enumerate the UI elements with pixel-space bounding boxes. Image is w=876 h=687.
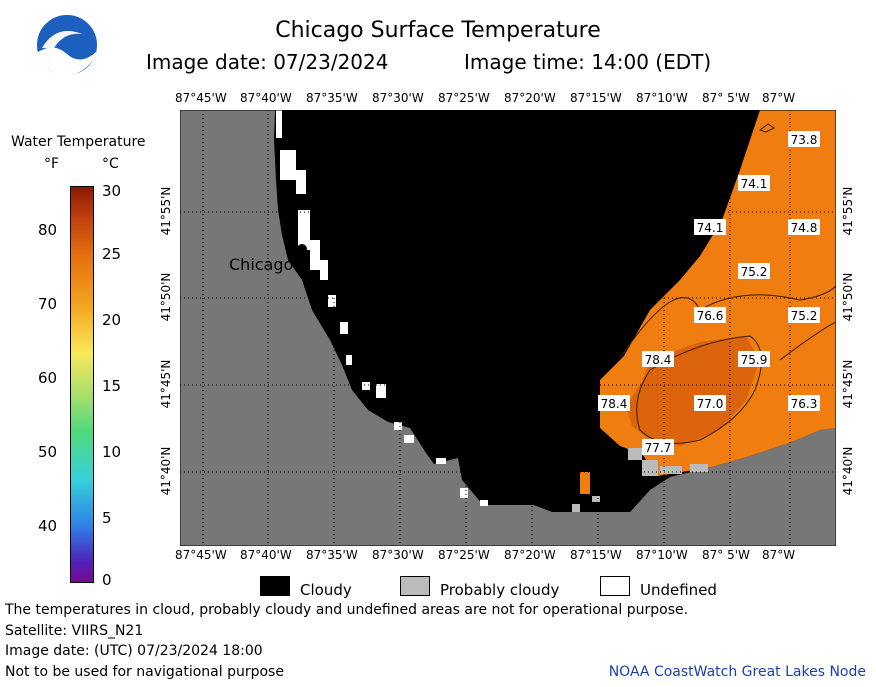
lon-label-bottom: 87°10'W <box>636 548 688 562</box>
colorbar-f-tick: 40 <box>38 517 58 535</box>
lon-label-bottom: 87°35'W <box>306 548 358 562</box>
temperature-label-bg <box>788 219 820 235</box>
temperature-map: Chicago 73.8 74.1 74.1 74.8 75.2 76.6 75.2 78.4… <box>179 109 837 547</box>
temperature-label-bg <box>694 219 726 235</box>
warm-water-patch <box>580 472 590 494</box>
colorbar-c-tick: 10 <box>102 443 122 461</box>
lon-label-bottom: 87°15'W <box>570 548 622 562</box>
temperature-label-bg <box>788 395 820 411</box>
lon-label-bottom: 87°40'W <box>240 548 292 562</box>
colorbar-c-tick: 20 <box>102 311 122 329</box>
temperature-label: 73.8 <box>791 133 818 147</box>
colorbar-unit-f: °F <box>44 156 60 172</box>
lon-label-top: 87°10'W <box>636 91 688 105</box>
colorbar <box>70 186 94 583</box>
temperature-label: 74.8 <box>791 221 818 235</box>
colorbar-c-tick: 0 <box>102 571 112 589</box>
temperature-label: 75.2 <box>741 265 768 279</box>
lat-label-left: 41°50'N <box>159 272 173 322</box>
lon-label-top: 87°45'W <box>175 91 227 105</box>
temperature-label: 74.1 <box>741 177 768 191</box>
footer-utc-date: Image date: (UTC) 07/23/2024 18:00 <box>5 643 263 659</box>
temperature-label: 76.6 <box>697 309 724 323</box>
temperature-label: 78.4 <box>645 353 672 367</box>
legend-probably-cloudy-swatch <box>400 576 430 596</box>
credit-link[interactable]: NOAA CoastWatch Great Lakes Node <box>608 664 866 680</box>
temperature-label-bg <box>642 351 674 367</box>
lat-label-left: 41°40'N <box>159 446 173 496</box>
lat-label-left: 41°55'N <box>159 186 173 236</box>
footer-satellite: Satellite: VIIRS_N21 <box>5 623 144 639</box>
lon-label-bottom: 87°30'W <box>372 548 424 562</box>
undefined-areas <box>276 110 488 506</box>
legend-undefined-label: Undefined <box>640 581 717 599</box>
colorbar-c-tick: 25 <box>102 245 122 263</box>
image-datetime: Image date: 07/23/2024 Image time: 14:00… <box>0 50 876 76</box>
lat-label-right: 41°40'N <box>841 446 855 496</box>
lon-label-bottom: 87°45'W <box>175 548 227 562</box>
footer-navigation-warning: Not to be used for navigational purpose <box>5 664 284 680</box>
lon-label-bottom: 87°25'W <box>438 548 490 562</box>
lon-label-top: 87°15'W <box>570 91 622 105</box>
legend-cloudy-label: Cloudy <box>300 581 352 599</box>
temperature-label-bg <box>694 395 726 411</box>
temperature-label-bg <box>694 307 726 323</box>
chicago-marker <box>297 244 307 254</box>
lon-label-bottom: 87° 5'W <box>702 548 750 562</box>
lon-label-top: 87°20'W <box>504 91 556 105</box>
lat-label-right: 41°45'N <box>841 359 855 409</box>
legend-undefined-swatch <box>600 576 630 596</box>
chicago-label: Chicago <box>229 255 293 274</box>
lon-label-top: 87°W <box>762 91 796 105</box>
legend-cloudy-swatch <box>260 576 290 596</box>
lon-label-bottom: 87°W <box>762 548 796 562</box>
footer-disclaimer: The temperatures in cloud, probably clou… <box>5 602 689 618</box>
temperature-label-bg <box>738 263 770 279</box>
graticule <box>180 110 836 546</box>
lat-label-right: 41°55'N <box>841 186 855 236</box>
legend-probably-cloudy-label: Probably cloudy <box>440 581 560 599</box>
temperature-label-bg <box>642 439 674 455</box>
lon-label-top: 87°25'W <box>438 91 490 105</box>
lon-label-top: 87°40'W <box>240 91 292 105</box>
image-time: Image time: 14:00 (EDT) <box>464 50 712 74</box>
lon-label-top: 87°35'W <box>306 91 358 105</box>
colorbar-title: Water Temperature <box>11 134 146 150</box>
colorbar-c-tick: 15 <box>102 377 122 395</box>
temperature-label: 78.4 <box>601 397 628 411</box>
image-date: Image date: 07/23/2024 <box>146 50 389 74</box>
colorbar-f-tick: 60 <box>38 369 58 387</box>
temperature-label-bg <box>788 307 820 323</box>
colorbar-c-tick: 5 <box>102 509 112 527</box>
map-canvas: Chicago 73.8 74.1 74.1 74.8 75.2 76.6 75.2 78.4… <box>179 109 837 547</box>
temperature-label: 75.2 <box>791 309 818 323</box>
lat-label-left: 41°45'N <box>159 359 173 409</box>
colorbar-f-tick: 80 <box>38 221 58 239</box>
lon-label-top: 87° 5'W <box>702 91 750 105</box>
page-title: Chicago Surface Temperature <box>275 18 601 43</box>
temperature-label-bg <box>598 395 630 411</box>
temperature-label: 77.7 <box>645 441 672 455</box>
temperature-label: 77.0 <box>697 397 724 411</box>
temperature-label: 76.3 <box>791 397 818 411</box>
lon-label-top: 87°30'W <box>372 91 424 105</box>
noaa-logo <box>34 12 100 78</box>
colorbar-unit-c: °C <box>102 156 119 172</box>
temperature-labels: 73.8 74.1 74.1 74.8 75.2 76.6 75.2 78.4 75.9 78.4… <box>598 131 820 455</box>
temperature-label-bg <box>738 175 770 191</box>
colorbar-f-tick: 70 <box>38 295 58 313</box>
temperature-label: 74.1 <box>697 221 724 235</box>
colorbar-c-tick: 30 <box>102 182 122 200</box>
temperature-label-bg <box>738 351 770 367</box>
temperature-label: 75.9 <box>741 353 768 367</box>
colorbar-f-tick: 50 <box>38 443 58 461</box>
temperature-label-bg <box>788 131 820 147</box>
probably-cloudy-areas <box>572 448 708 512</box>
lon-label-bottom: 87°20'W <box>504 548 556 562</box>
lat-label-right: 41°50'N <box>841 272 855 322</box>
